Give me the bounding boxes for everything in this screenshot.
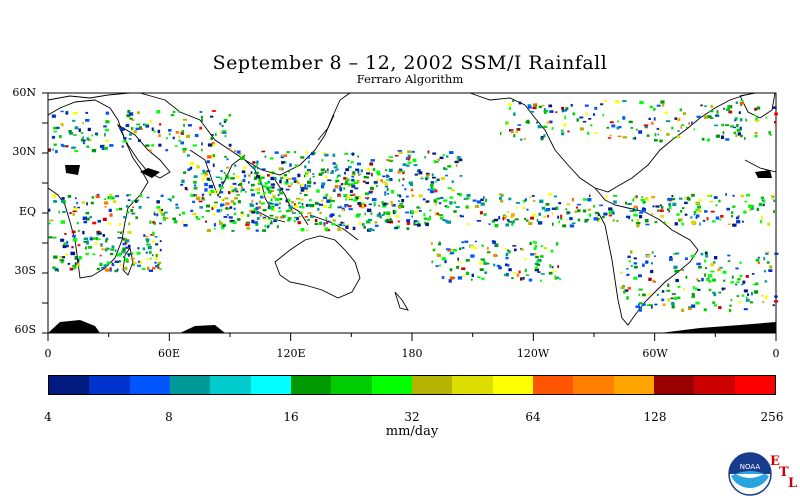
colorbar-tick-128: 128 <box>643 410 667 424</box>
colorbar-swatch <box>210 376 251 394</box>
colorbar-swatch <box>169 376 211 394</box>
colorbar-tick-8: 8 <box>165 410 173 424</box>
noaa-logo-text: NOAA <box>740 463 761 471</box>
colorbar-tick-64: 64 <box>525 410 541 424</box>
colorbar-swatch <box>532 376 574 394</box>
map-title: September 8 – 12, 2002 SSM/I Rainfall <box>212 52 608 74</box>
colorbar-swatch <box>371 376 412 394</box>
colorbar-swatch <box>290 376 332 394</box>
colorbar-swatch <box>653 376 695 394</box>
colorbar-swatch <box>89 376 130 394</box>
lon-label-180: 180 <box>401 347 423 360</box>
lon-label-0-end: 0 <box>772 347 780 360</box>
colorbar-swatch <box>452 376 493 394</box>
colorbar-swatch <box>734 376 775 394</box>
etl-letter-e: E <box>770 454 780 469</box>
lon-label-60e: 60E <box>157 347 181 360</box>
noaa-logo: NOAA <box>728 452 772 496</box>
colorbar-tick-256: 256 <box>760 410 784 424</box>
lat-label-60n: 60N <box>12 86 36 99</box>
lon-label-120e: 120E <box>276 347 306 360</box>
colorbar-tick-16: 16 <box>283 410 299 424</box>
colorbar <box>48 375 776 395</box>
etl-letter-t: T <box>779 465 789 480</box>
colorbar-swatch <box>49 376 90 394</box>
colorbar-swatch <box>613 376 654 394</box>
colorbar-swatch <box>250 376 291 394</box>
lat-label-30n: 30N <box>12 145 36 158</box>
colorbar-tick-32: 32 <box>404 410 420 424</box>
lon-label-0: 0 <box>44 347 52 360</box>
colorbar-swatch <box>694 376 735 394</box>
map-subtitle: Ferraro Algorithm <box>356 72 464 86</box>
lat-label-eq: EQ <box>18 205 36 218</box>
colorbar-tick-4: 4 <box>44 410 52 424</box>
etl-letter-l: L <box>788 476 798 491</box>
lat-label-60s: 60S <box>14 323 36 336</box>
lat-label-30s: 30S <box>14 264 36 277</box>
colorbar-swatch <box>331 376 372 394</box>
colorbar-swatch <box>411 376 453 394</box>
colorbar-swatch <box>492 376 533 394</box>
colorbar-swatch <box>129 376 170 394</box>
colorbar-swatch <box>573 376 614 394</box>
lon-label-120w: 120W <box>516 347 550 360</box>
lon-label-60w: 60W <box>642 347 668 360</box>
colorbar-units: mm/day <box>385 424 439 439</box>
